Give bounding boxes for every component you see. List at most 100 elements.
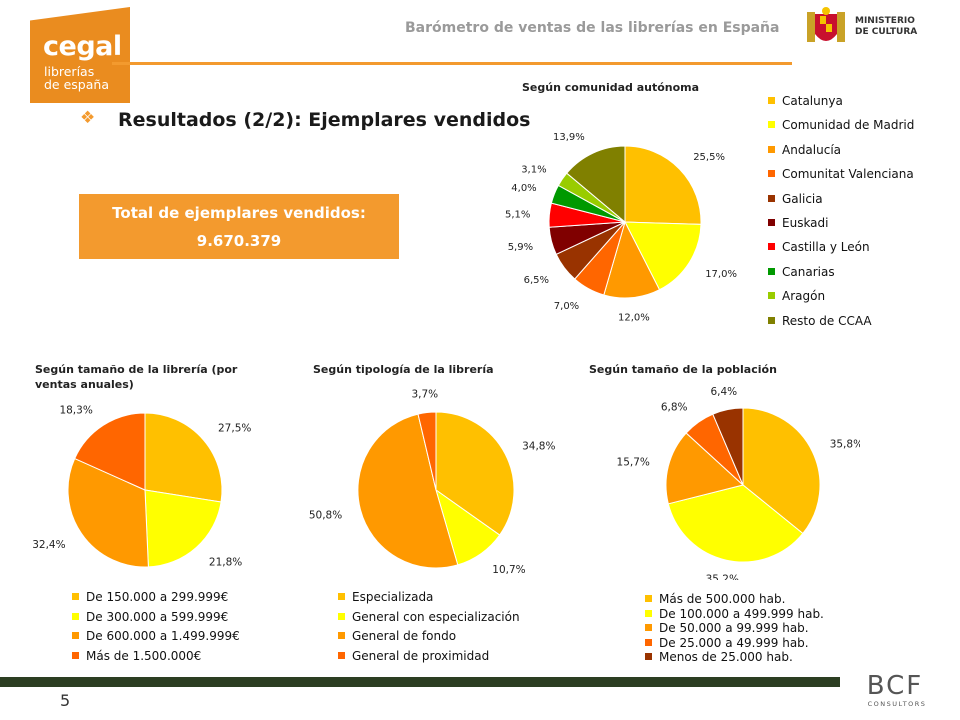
pie-slice-de-600-000-a-1-499-999 xyxy=(67,457,149,568)
legend-swatch xyxy=(768,267,775,275)
legend-label: Resto de CCAA xyxy=(782,313,872,328)
pie-slice-de-100-000-a-499-999-hab xyxy=(667,484,804,563)
ministry-logo: MINISTERIO DE CULTURA xyxy=(803,6,935,52)
pie-slice-especializada xyxy=(435,411,515,536)
pie-label-de-300-000-a-599-999: 21,8% xyxy=(209,557,242,569)
legend-swatch xyxy=(338,593,345,600)
legend-label: Andalucía xyxy=(782,142,842,157)
legend-swatch xyxy=(338,651,345,659)
pie-chart-ccaa: 25,5% 17,0% 12,0% 7,0% 6,5% 5,9% 5,1% 4,0% 3,1% 1… xyxy=(505,132,737,324)
legend-label: De 300.000 a 599.999€ xyxy=(86,609,229,624)
pie-label-mas-de-1-500-000: 18,3% xyxy=(59,404,92,416)
legend-swatch xyxy=(645,653,652,660)
pie-label-catalunya: 25,5% xyxy=(693,152,725,163)
legend-label: De 25.000 a 49.999 hab. xyxy=(659,635,809,650)
pie-label-menos-de-25-000-hab: 6,4% xyxy=(710,386,737,398)
header-divider xyxy=(112,62,792,65)
legend-label: Castilla y León xyxy=(782,240,870,255)
pie-label-canarias: 4,0% xyxy=(511,183,536,194)
legend-label: Comunitat Valenciana xyxy=(782,167,914,182)
chart-title-tipologia: Según tipología de la librería xyxy=(313,363,494,376)
legend-label: De 50.000 a 99.999 hab. xyxy=(659,621,809,635)
chart-title-tamano-libreria: Según tamaño de la librería (por ventas … xyxy=(35,363,238,391)
bcf-consultors-logo: BCF CONSULTORS xyxy=(867,671,927,708)
legend-swatch xyxy=(645,595,652,602)
legend-swatch xyxy=(645,609,652,617)
legend-swatch xyxy=(645,638,652,646)
legend-ccaa: Catalunya Comunidad de Madrid Andalucía Com… xyxy=(768,94,953,334)
pie-slice-menos-de-25-000-hab xyxy=(712,407,744,486)
legend-label: Aragón xyxy=(782,289,826,304)
legend-swatch xyxy=(72,632,79,639)
legend-swatch xyxy=(768,243,775,251)
legend-label: Galicia xyxy=(782,191,823,206)
footer-bar xyxy=(0,677,840,687)
pie-label-aragon: 3,1% xyxy=(521,164,546,175)
pie-slice-catalunya xyxy=(624,145,702,225)
pie-label-de-150-000-a-299-999: 27,5% xyxy=(218,423,251,435)
coat-of-arms-icon xyxy=(807,7,845,42)
pie-label-resto-de-ccaa: 13,9% xyxy=(553,132,585,143)
pie-label-general-de-proximidad: 3,7% xyxy=(411,389,438,401)
header-title: Barómetro de ventas de las librerías en … xyxy=(405,20,780,36)
pie-slice-mas-de-500-000-hab xyxy=(742,407,821,535)
legend-swatch xyxy=(768,121,775,129)
legend-swatch xyxy=(768,170,775,178)
legend-swatch xyxy=(72,593,79,600)
bcf-logo-subtext: CONSULTORS xyxy=(868,700,927,708)
logo-line-1: librerías xyxy=(44,64,95,79)
pie-label-de-50-000-a-99-999-hab: 15,7% xyxy=(617,457,650,469)
bullet-diamond-icon: ❖ xyxy=(80,108,96,128)
legend-tamano-libreria: De 150.000 a 299.999€ De 300.000 a 599.99… xyxy=(72,590,272,670)
pie-slice-comunidad-de-madrid xyxy=(624,221,702,291)
legend-poblacion: Más de 500.000 hab. De 100.000 a 499.999 … xyxy=(645,592,845,672)
chart-title-poblacion: Según tamaño de la población xyxy=(589,363,777,376)
page-number: 5 xyxy=(60,691,71,710)
chart-title-ccaa: Según comunidad autónoma xyxy=(522,81,700,94)
pie-slice-de-150-000-a-299-999 xyxy=(144,412,223,503)
legend-swatch xyxy=(768,97,775,104)
pie-label-de-25-000-a-49-999-hab: 6,8% xyxy=(661,402,688,414)
total-label: Total de ejemplares vendidos: xyxy=(112,204,366,222)
pie-label-comunidad-de-madrid: 17,0% xyxy=(705,269,737,280)
logo-brand: cegal xyxy=(43,31,122,62)
legend-label: Más de 500.000 hab. xyxy=(659,592,786,606)
total-value: 9.670.379 xyxy=(196,232,282,250)
legend-label: General con especialización xyxy=(352,609,520,624)
bcf-logo-text: BCF xyxy=(867,671,924,701)
pie-label-general-de-fondo: 50,8% xyxy=(309,510,342,522)
pie-label-especializada: 34,8% xyxy=(522,440,555,452)
pie-chart-tipologia: 34,8% 10,7% 50,8% 3,7% xyxy=(309,389,556,576)
legend-label: General de proximidad xyxy=(352,648,490,663)
legend-swatch xyxy=(72,612,79,620)
legend-label: Catalunya xyxy=(782,94,843,108)
legend-swatch xyxy=(768,316,775,324)
legend-label: De 600.000 a 1.499.999€ xyxy=(86,629,240,643)
legend-label: Comunidad de Madrid xyxy=(782,118,915,133)
legend-swatch xyxy=(338,612,345,620)
pie-label-de-600-000-a-1-499-999: 32,4% xyxy=(32,539,65,551)
legend-label: Menos de 25.000 hab. xyxy=(659,650,793,664)
legend-label: De 150.000 a 299.999€ xyxy=(86,590,229,604)
ministry-line-1: MINISTERIO xyxy=(855,16,915,26)
legend-swatch xyxy=(768,194,775,202)
pie-label-mas-de-500-000-hab: 35,8% xyxy=(830,439,860,451)
pie-slice-de-300-000-a-599-999 xyxy=(144,489,222,568)
logo-line-2: de españa xyxy=(44,77,109,92)
pie-slice-general-de-fondo xyxy=(357,413,459,569)
pie-slice-de-50-000-a-99-999-hab xyxy=(665,432,745,505)
legend-swatch xyxy=(768,219,775,226)
legend-label: Euskadi xyxy=(782,216,829,230)
legend-tipologia: Especializada General con especialización… xyxy=(338,590,558,670)
legend-swatch xyxy=(338,632,345,639)
pie-label-castilla-y-leon: 5,1% xyxy=(505,209,530,220)
legend-swatch xyxy=(72,651,79,659)
legend-label: Canarias xyxy=(782,264,835,279)
legend-label: Especializada xyxy=(352,590,434,604)
cegal-logo: cegal librerías de españa xyxy=(30,7,130,103)
pie-chart-tamano-libreria: 27,5% 21,8% 32,4% 18,3% xyxy=(32,404,251,569)
legend-swatch xyxy=(768,292,775,300)
slide-title: Resultados (2/2): Ejemplares vendidos xyxy=(118,109,531,131)
pie-label-andalucia: 12,0% xyxy=(618,313,650,324)
ministry-line-2: DE CULTURA xyxy=(855,27,918,37)
